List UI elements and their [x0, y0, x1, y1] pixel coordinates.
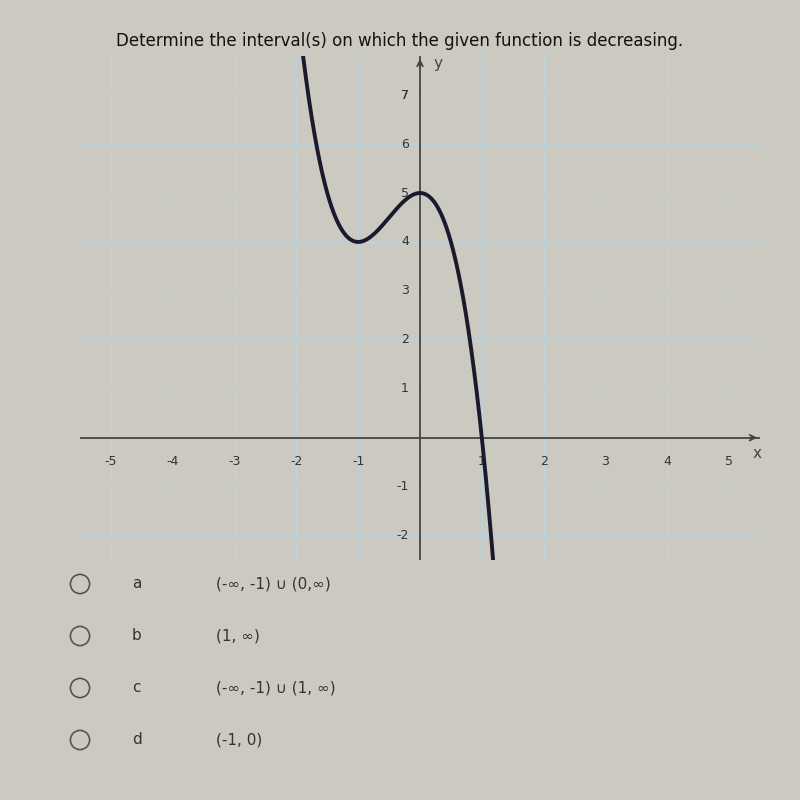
Text: 7: 7 [401, 89, 409, 102]
Text: (1, ∞): (1, ∞) [216, 629, 260, 643]
Text: 6: 6 [401, 138, 409, 150]
Text: 3: 3 [602, 454, 610, 468]
Text: 2: 2 [401, 334, 409, 346]
Text: (-1, 0): (-1, 0) [216, 733, 262, 747]
Text: 7: 7 [401, 89, 409, 102]
Text: -3: -3 [228, 454, 241, 468]
Text: y: y [434, 56, 442, 71]
Text: -5: -5 [105, 454, 117, 468]
Text: a: a [132, 577, 142, 591]
Text: -2: -2 [290, 454, 302, 468]
Text: x: x [753, 446, 762, 461]
Text: -4: -4 [166, 454, 179, 468]
Text: 1: 1 [401, 382, 409, 395]
Text: 4: 4 [663, 454, 671, 468]
Text: 4: 4 [401, 235, 409, 249]
Text: (-∞, -1) ∪ (0,∞): (-∞, -1) ∪ (0,∞) [216, 577, 330, 591]
Text: -1: -1 [352, 454, 364, 468]
Text: 2: 2 [540, 454, 547, 468]
Text: d: d [132, 733, 142, 747]
Text: b: b [132, 629, 142, 643]
Text: -1: -1 [397, 480, 409, 493]
Text: c: c [132, 681, 141, 695]
Text: Determine the interval(s) on which the given function is decreasing.: Determine the interval(s) on which the g… [117, 32, 683, 50]
Text: 5: 5 [725, 454, 733, 468]
Text: 1: 1 [478, 454, 486, 468]
Text: (-∞, -1) ∪ (1, ∞): (-∞, -1) ∪ (1, ∞) [216, 681, 336, 695]
Text: -2: -2 [397, 529, 409, 542]
Text: 5: 5 [401, 186, 409, 199]
Text: 3: 3 [401, 284, 409, 298]
